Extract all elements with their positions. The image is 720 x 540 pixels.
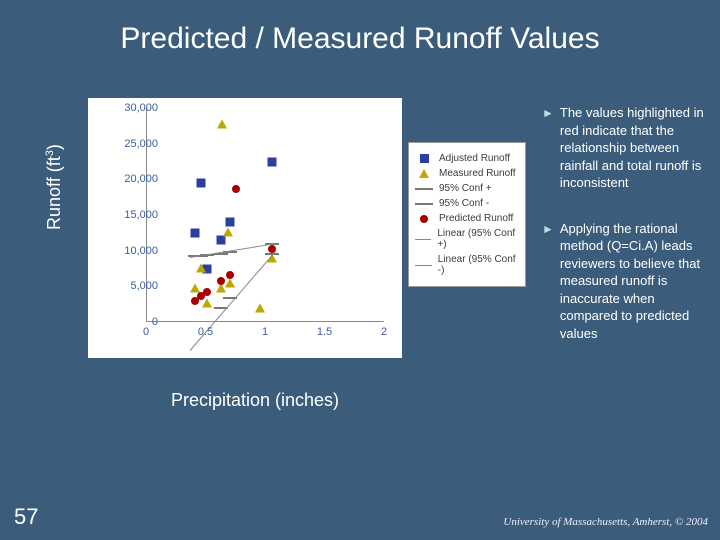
page-number: 57 bbox=[14, 504, 38, 530]
triangle-marker-icon bbox=[225, 278, 235, 287]
x-tick-label: 2 bbox=[381, 326, 387, 338]
legend-label: 95% Conf - bbox=[439, 198, 489, 209]
y-axis-label-sup: 3 bbox=[44, 150, 56, 156]
dot-marker-icon bbox=[415, 214, 433, 224]
bullet-item: ►The values highlighted in red indicate … bbox=[542, 104, 708, 192]
triangle-marker-icon bbox=[202, 298, 212, 307]
legend-item: 95% Conf + bbox=[415, 183, 519, 194]
legend-item: Adjusted Runoff bbox=[415, 153, 519, 164]
y-axis-label-tail: ) bbox=[44, 144, 64, 150]
legend-label: Predicted Runoff bbox=[439, 213, 513, 224]
triangle-marker-icon bbox=[217, 120, 227, 129]
y-tick-label: 10,000 bbox=[110, 245, 158, 257]
dash-marker-icon bbox=[415, 188, 433, 190]
legend-label: Linear (95% Conf +) bbox=[437, 228, 519, 250]
bullet-text: The values highlighted in red indicate t… bbox=[560, 104, 708, 192]
bullet-arrow-icon: ► bbox=[542, 220, 554, 343]
dot-marker-icon bbox=[232, 185, 240, 193]
dot-marker-icon bbox=[203, 288, 211, 296]
square-marker-icon bbox=[226, 218, 235, 227]
square-marker-icon bbox=[190, 228, 199, 237]
legend-label: 95% Conf + bbox=[439, 183, 492, 194]
legend-label: Adjusted Runoff bbox=[439, 153, 510, 164]
x-tick-label: 0.5 bbox=[198, 326, 213, 338]
dot-marker-icon bbox=[217, 277, 225, 285]
triangle-marker-icon bbox=[255, 304, 265, 313]
bullet-item: ►Applying the rational method (Q=Ci.A) l… bbox=[542, 220, 708, 343]
x-tick-label: 1.5 bbox=[317, 326, 332, 338]
y-tick-label: 0 bbox=[110, 316, 158, 328]
bullet-arrow-icon: ► bbox=[542, 104, 554, 192]
legend-item: Measured Runoff bbox=[415, 168, 519, 179]
chart-plot bbox=[146, 108, 384, 322]
x-axis-label: Precipitation (inches) bbox=[110, 390, 400, 411]
square-marker-icon bbox=[415, 154, 433, 164]
legend-item: 95% Conf - bbox=[415, 198, 519, 209]
y-axis-label: Runoff (ft3) bbox=[44, 30, 65, 230]
bullet-list: ►The values highlighted in red indicate … bbox=[542, 104, 708, 371]
x-tick-label: 0 bbox=[143, 326, 149, 338]
chart-legend: Adjusted Runoff Measured Runoff 95% Conf +… bbox=[408, 142, 526, 287]
y-tick-label: 25,000 bbox=[110, 138, 158, 150]
triangle-marker-icon bbox=[216, 284, 226, 293]
square-marker-icon bbox=[267, 157, 276, 166]
triangle-marker-icon bbox=[223, 228, 233, 237]
dash-marker-icon bbox=[415, 203, 433, 205]
y-tick-label: 15,000 bbox=[110, 209, 158, 221]
chart-panel: 0 5,000 10,000 15,000 20,000 25,000 30,000 0 0.… bbox=[88, 98, 402, 358]
y-tick-label: 5,000 bbox=[110, 280, 158, 292]
trend-line bbox=[190, 243, 276, 258]
line-marker-icon bbox=[415, 265, 432, 266]
slide-title: Predicted / Measured Runoff Values bbox=[0, 22, 720, 56]
dot-marker-icon bbox=[226, 271, 234, 279]
y-tick-label: 20,000 bbox=[110, 173, 158, 185]
triangle-marker-icon bbox=[196, 263, 206, 272]
line-marker-icon bbox=[415, 239, 431, 240]
credit-line: University of Massachusetts, Amherst, © … bbox=[503, 516, 708, 528]
y-axis-label-main: Runoff (ft bbox=[44, 156, 64, 230]
legend-label: Measured Runoff bbox=[439, 168, 516, 179]
y-tick-label: 30,000 bbox=[110, 102, 158, 114]
triangle-marker-icon bbox=[415, 169, 433, 179]
legend-item: Predicted Runoff bbox=[415, 213, 519, 224]
legend-item: Linear (95% Conf -) bbox=[415, 254, 519, 276]
legend-label: Linear (95% Conf -) bbox=[438, 254, 519, 276]
square-marker-icon bbox=[216, 235, 225, 244]
square-marker-icon bbox=[196, 178, 205, 187]
legend-item: Linear (95% Conf +) bbox=[415, 228, 519, 250]
bullet-text: Applying the rational method (Q=Ci.A) le… bbox=[560, 220, 708, 343]
x-tick-label: 1 bbox=[262, 326, 268, 338]
